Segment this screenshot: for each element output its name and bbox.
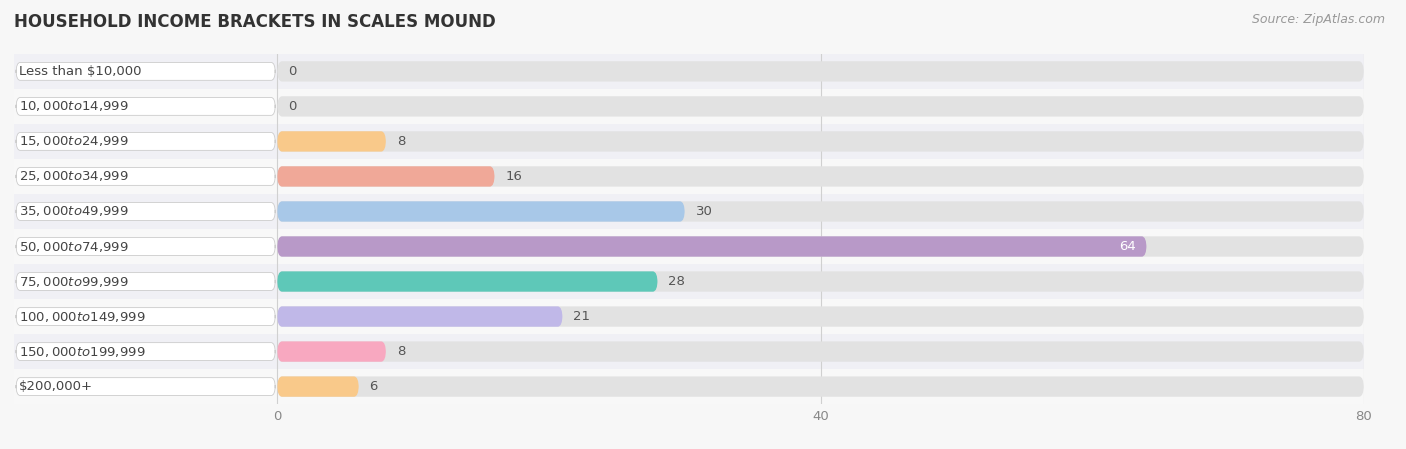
Bar [7,194,1364,229]
FancyBboxPatch shape [15,308,276,326]
FancyBboxPatch shape [277,341,385,362]
Text: 0: 0 [288,65,297,78]
FancyBboxPatch shape [277,236,1146,257]
Text: 0: 0 [288,100,297,113]
FancyBboxPatch shape [277,61,1364,82]
Text: $35,000 to $49,999: $35,000 to $49,999 [18,204,128,219]
Text: 8: 8 [396,135,405,148]
FancyBboxPatch shape [277,236,1364,257]
Text: 30: 30 [696,205,713,218]
FancyBboxPatch shape [277,306,1364,327]
Text: 8: 8 [396,345,405,358]
FancyBboxPatch shape [277,271,1364,292]
FancyBboxPatch shape [15,62,276,80]
FancyBboxPatch shape [15,97,276,115]
FancyBboxPatch shape [15,273,276,291]
Bar [7,264,1364,299]
FancyBboxPatch shape [15,378,276,396]
Text: $200,000+: $200,000+ [18,380,93,393]
Bar [7,229,1364,264]
Bar [7,334,1364,369]
Text: $100,000 to $149,999: $100,000 to $149,999 [18,309,145,324]
FancyBboxPatch shape [15,132,276,150]
Bar [7,299,1364,334]
Bar [7,369,1364,404]
Text: $150,000 to $199,999: $150,000 to $199,999 [18,344,145,359]
Bar [7,89,1364,124]
Text: 16: 16 [505,170,522,183]
Text: Less than $10,000: Less than $10,000 [18,65,142,78]
FancyBboxPatch shape [277,166,1364,187]
Bar [7,124,1364,159]
Text: $15,000 to $24,999: $15,000 to $24,999 [18,134,128,149]
FancyBboxPatch shape [277,341,1364,362]
FancyBboxPatch shape [277,376,359,397]
FancyBboxPatch shape [277,201,685,222]
FancyBboxPatch shape [277,166,495,187]
FancyBboxPatch shape [277,306,562,327]
FancyBboxPatch shape [15,167,276,185]
Text: Source: ZipAtlas.com: Source: ZipAtlas.com [1251,13,1385,26]
Bar [7,54,1364,89]
Text: 6: 6 [370,380,378,393]
FancyBboxPatch shape [277,376,1364,397]
Bar [7,159,1364,194]
Text: 64: 64 [1119,240,1136,253]
Text: 21: 21 [574,310,591,323]
Text: $25,000 to $34,999: $25,000 to $34,999 [18,169,128,184]
Text: 28: 28 [668,275,685,288]
FancyBboxPatch shape [15,343,276,361]
FancyBboxPatch shape [277,96,1364,117]
Text: HOUSEHOLD INCOME BRACKETS IN SCALES MOUND: HOUSEHOLD INCOME BRACKETS IN SCALES MOUN… [14,13,496,31]
Text: $75,000 to $99,999: $75,000 to $99,999 [18,274,128,289]
Text: $10,000 to $14,999: $10,000 to $14,999 [18,99,128,114]
FancyBboxPatch shape [277,271,658,292]
FancyBboxPatch shape [277,201,1364,222]
FancyBboxPatch shape [277,131,1364,152]
FancyBboxPatch shape [15,238,276,255]
FancyBboxPatch shape [15,202,276,220]
FancyBboxPatch shape [277,131,385,152]
Text: $50,000 to $74,999: $50,000 to $74,999 [18,239,128,254]
